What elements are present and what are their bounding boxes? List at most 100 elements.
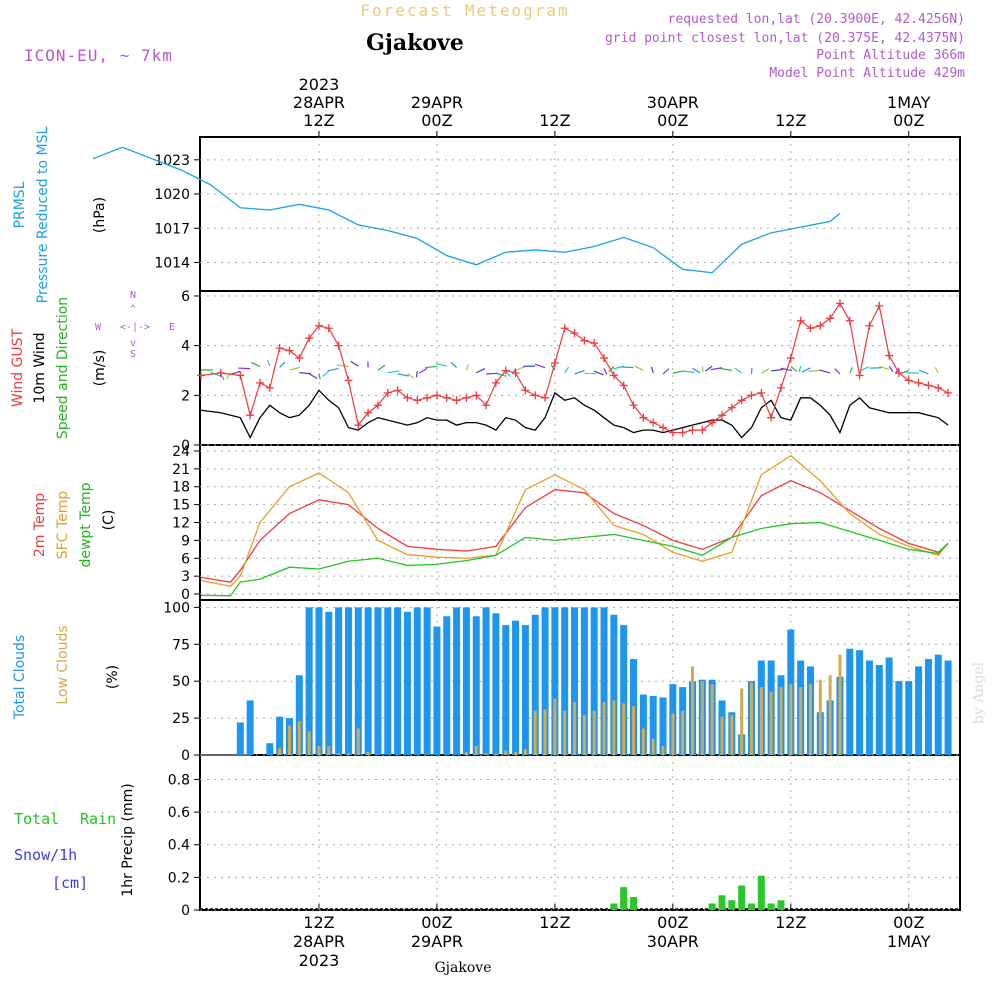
pressure-y-ticks: 1014 1017 1020 1023 — [154, 153, 960, 271]
temp-label-2m: 2m Temp — [32, 493, 48, 557]
y-tick-label: 9 — [181, 533, 190, 549]
time-label: 29APR — [411, 932, 463, 951]
y-tick-label: 3 — [181, 569, 190, 585]
wind-gust-marker — [924, 381, 933, 390]
rain-bar — [767, 903, 775, 910]
wind-gust-marker — [452, 396, 461, 405]
wind-direction-arrow — [888, 365, 894, 373]
low-cloud-bar — [700, 681, 704, 755]
temp-label-dew: dewpt Temp — [78, 482, 94, 567]
wind-direction-arrow — [336, 364, 349, 368]
temp-sfc-line — [200, 454, 949, 587]
wind-gust-marker — [796, 316, 805, 325]
wind-direction-arrow — [450, 361, 457, 369]
low-cloud-bar — [661, 746, 665, 755]
rain-bar — [747, 903, 755, 910]
temp-dewpt-line — [200, 521, 949, 597]
low-cloud-bar — [346, 753, 350, 755]
model-name: ICON-EU, ~ 7km — [24, 46, 173, 65]
y-tick-label: 6 — [181, 289, 190, 305]
wind-gust-marker — [659, 423, 668, 432]
cloud-panel: Total Clouds Low Clouds (%) 0 25 50 75 100 — [12, 600, 960, 764]
low-cloud-bar — [474, 746, 478, 755]
low-cloud-bar — [720, 716, 724, 755]
compass-s-arrow: v — [130, 338, 136, 349]
total-cloud-bar — [856, 650, 864, 755]
wind-direction-arrow — [535, 363, 546, 369]
low-cloud-bar — [287, 725, 291, 755]
wind-direction-arrow — [564, 366, 570, 374]
compass-east: E — [169, 322, 175, 333]
low-cloud-bar — [337, 753, 341, 755]
low-cloud-bar — [828, 675, 832, 755]
low-cloud-bar — [808, 684, 812, 755]
total-cloud-bar — [846, 648, 854, 755]
low-cloud-bar — [779, 687, 783, 755]
precip-y-ticks: 0 0.2 0.4 0.6 0.8 — [168, 772, 960, 919]
wind-direction-arrow — [308, 373, 318, 379]
wind-direction-arrow — [593, 370, 604, 376]
low-cloud-bar — [356, 728, 360, 755]
wind-direction-arrow — [574, 370, 585, 375]
y-tick-label: 6 — [181, 551, 190, 567]
wind-gust-marker — [334, 341, 343, 350]
wind-direction-arrow — [387, 370, 400, 374]
total-cloud-bar — [521, 625, 529, 755]
low-cloud-bar — [464, 752, 468, 755]
low-cloud-bar — [681, 710, 685, 755]
time-label: 1MAY — [887, 93, 931, 112]
total-cloud-bar — [895, 681, 903, 755]
watermark: by Angel — [971, 661, 987, 724]
y-tick-label: 0 — [181, 438, 190, 454]
low-cloud-bar — [327, 746, 331, 755]
wind-direction-arrow — [435, 362, 447, 367]
y-tick-label: 100 — [163, 600, 190, 616]
wind-direction-arrow — [418, 367, 428, 374]
low-cloud-bar — [307, 731, 311, 755]
wind-direction-arrow — [279, 361, 286, 368]
total-cloud-bar — [295, 675, 303, 755]
wind-direction-arrow — [515, 365, 526, 371]
total-cloud-bar — [305, 607, 313, 755]
y-tick-label: 75 — [172, 637, 190, 653]
wind-speed-lines — [197, 299, 953, 440]
wind-direction-arrow — [415, 371, 418, 378]
wind-gust-marker — [737, 396, 746, 405]
low-cloud-bar — [602, 701, 606, 755]
time-label: 00Z — [657, 913, 688, 932]
time-label: 30APR — [647, 93, 699, 112]
low-cloud-bar — [297, 721, 301, 755]
wind-gust-marker — [285, 346, 294, 355]
low-cloud-bar — [730, 715, 734, 755]
total-cloud-bar — [413, 607, 421, 755]
meteogram-title: Forecast Meteogram — [360, 1, 569, 20]
wind-gust-marker — [609, 371, 618, 380]
total-cloud-bar — [590, 607, 598, 755]
wind-gust-marker — [590, 339, 599, 348]
wind-direction-arrow — [771, 368, 783, 372]
wind-gust-marker — [934, 383, 943, 392]
total-cloud-bar — [512, 620, 520, 755]
wind-direction-arrow — [734, 367, 742, 374]
rain-bar — [620, 887, 628, 910]
wind-direction-arrow — [327, 367, 339, 372]
wind-direction-arrow — [495, 372, 507, 377]
total-cloud-bar — [462, 607, 470, 755]
total-cloud-bar — [502, 625, 510, 755]
time-label: 12Z — [303, 913, 334, 932]
wind-direction-arrow — [634, 365, 644, 371]
total-cloud-bar — [344, 607, 352, 755]
low-cloud-bar — [553, 698, 557, 755]
wind-gust-marker — [806, 324, 815, 333]
wind-gust-marker — [786, 354, 795, 363]
wind-gust-marker — [521, 386, 530, 395]
wind-direction-arrow — [879, 365, 890, 371]
wind-direction-arrow — [760, 368, 770, 374]
total-cloud-bar — [423, 607, 431, 755]
total-cloud-bar — [433, 626, 441, 755]
low-cloud-bar — [691, 666, 694, 755]
low-cloud-bar — [671, 713, 675, 755]
temp-y-ticks: 0 3 6 912 15 18 21 24 — [172, 444, 960, 603]
y-tick-label: 0 — [181, 587, 190, 603]
